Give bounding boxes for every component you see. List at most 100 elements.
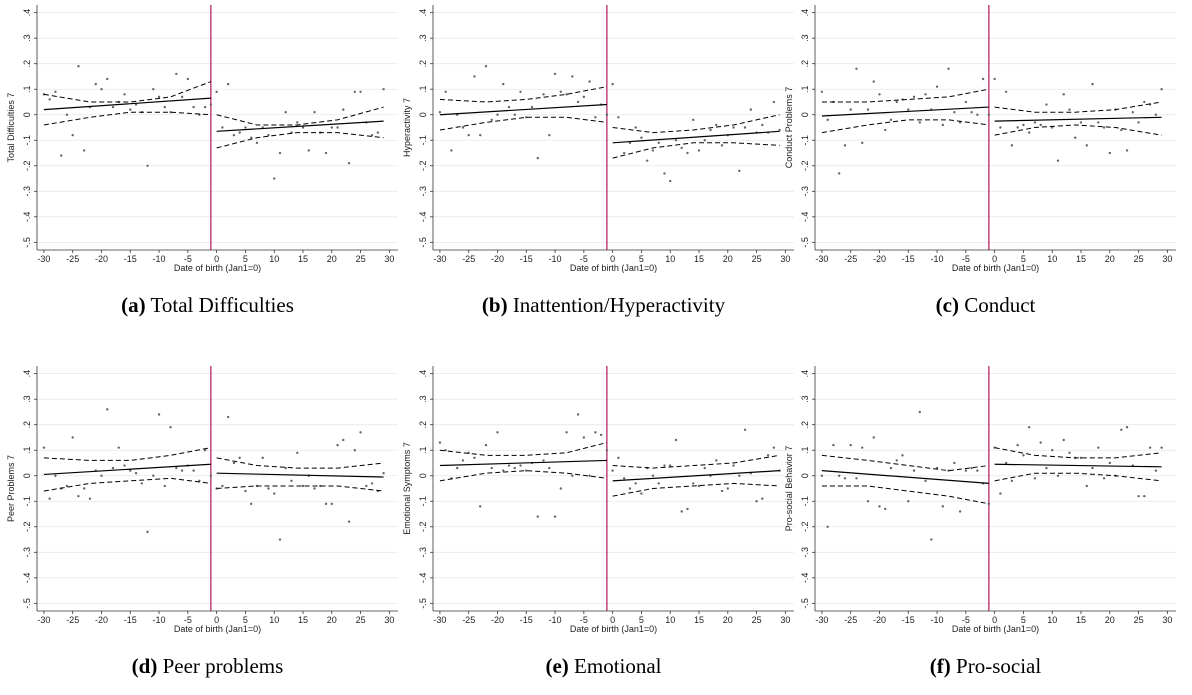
x-tick-label: -10 bbox=[549, 254, 562, 264]
data-point bbox=[930, 538, 933, 541]
data-point bbox=[1097, 446, 1100, 449]
data-point bbox=[738, 169, 741, 173]
y-tick-label: -.1 bbox=[800, 496, 810, 507]
y-axis-label: Peer Problems 7 bbox=[6, 455, 16, 522]
data-point bbox=[1125, 426, 1129, 429]
data-point bbox=[895, 459, 898, 462]
y-tick-label: .3 bbox=[800, 34, 810, 42]
y-tick-label: 0 bbox=[800, 473, 810, 478]
y-tick-label: -.5 bbox=[22, 237, 32, 248]
caption-label: (e) bbox=[545, 654, 568, 678]
data-point bbox=[1079, 121, 1083, 124]
data-point bbox=[163, 484, 167, 488]
data-point bbox=[83, 487, 86, 490]
x-tick-label: -10 bbox=[549, 615, 562, 625]
x-tick-label: -15 bbox=[902, 254, 915, 264]
panel: .4 .3 .2 .1 0 -.1 -.2 -.3 -.4 -.5 -30 -25 -20 -15 -10 -… bbox=[402, 5, 794, 317]
data-point bbox=[490, 466, 493, 470]
data-point bbox=[720, 144, 724, 147]
data-point bbox=[749, 108, 753, 111]
data-point bbox=[826, 118, 829, 122]
confidence-band bbox=[612, 454, 780, 469]
data-point bbox=[330, 126, 333, 129]
data-point bbox=[634, 482, 637, 485]
data-point bbox=[820, 474, 824, 477]
x-tick-label: 0 bbox=[214, 254, 219, 264]
x-tick-label: -15 bbox=[124, 254, 137, 264]
data-point bbox=[347, 520, 351, 523]
data-point bbox=[232, 461, 236, 465]
confidence-band bbox=[612, 482, 780, 497]
data-point bbox=[582, 95, 586, 99]
data-point bbox=[117, 446, 120, 449]
data-point bbox=[1033, 121, 1037, 124]
data-point bbox=[1022, 454, 1025, 457]
data-point bbox=[134, 471, 138, 475]
x-tick-label: 20 bbox=[327, 254, 337, 264]
data-point bbox=[1056, 474, 1060, 477]
y-tick-label: .3 bbox=[22, 395, 32, 403]
data-point bbox=[152, 88, 155, 91]
x-tick-label: 10 bbox=[1047, 254, 1057, 264]
data-point bbox=[525, 469, 528, 472]
y-tick-label: -.2 bbox=[418, 522, 428, 533]
x-axis-label: Date of birth (Jan1=0) bbox=[952, 263, 1039, 273]
data-point bbox=[502, 469, 505, 472]
data-point bbox=[628, 487, 632, 490]
x-tick-label: 15 bbox=[1076, 615, 1086, 625]
data-point bbox=[438, 441, 442, 444]
data-point bbox=[588, 80, 591, 83]
x-tick-label: 15 bbox=[694, 615, 704, 625]
data-point bbox=[1068, 108, 1071, 111]
data-point bbox=[849, 108, 852, 111]
x-tick-label: -25 bbox=[462, 615, 475, 625]
data-point bbox=[657, 141, 660, 145]
data-point bbox=[519, 464, 522, 467]
data-point bbox=[651, 474, 655, 477]
data-point bbox=[1016, 126, 1019, 129]
caption-text: Pro-social bbox=[956, 654, 1041, 678]
x-tick-label: 0 bbox=[610, 254, 615, 264]
caption-text: Inattention/Hyperactivity bbox=[513, 293, 726, 317]
y-tick-label: -.2 bbox=[800, 522, 810, 533]
caption-text: Conduct bbox=[964, 293, 1035, 317]
data-point bbox=[548, 133, 551, 137]
y-tick-label: .1 bbox=[22, 446, 32, 454]
data-point bbox=[674, 139, 678, 142]
data-point bbox=[907, 108, 910, 111]
data-point bbox=[872, 436, 875, 439]
x-axis-label: Date of birth (Jan1=0) bbox=[570, 624, 657, 634]
data-point bbox=[444, 90, 447, 93]
data-point bbox=[359, 431, 362, 434]
data-point bbox=[461, 459, 465, 462]
data-point bbox=[296, 121, 299, 124]
data-point bbox=[588, 474, 591, 477]
data-point bbox=[450, 149, 453, 152]
data-point bbox=[226, 415, 230, 419]
y-tick-label: .2 bbox=[22, 60, 32, 68]
data-point bbox=[548, 466, 551, 470]
y-tick-label: 0 bbox=[800, 112, 810, 117]
data-point bbox=[347, 162, 351, 165]
x-tick-label: -30 bbox=[433, 254, 446, 264]
data-point bbox=[461, 126, 465, 129]
data-point bbox=[1056, 159, 1060, 162]
data-point bbox=[1137, 494, 1140, 498]
y-tick-label: -.2 bbox=[418, 161, 428, 172]
data-point bbox=[987, 113, 991, 116]
data-point bbox=[59, 154, 63, 157]
x-tick-label: -10 bbox=[153, 254, 166, 264]
confidence-band bbox=[439, 116, 607, 131]
x-tick-label: -30 bbox=[815, 615, 828, 625]
data-point bbox=[353, 90, 357, 93]
data-point bbox=[359, 90, 362, 93]
x-tick-label: -5 bbox=[184, 615, 192, 625]
data-point bbox=[496, 431, 499, 434]
data-point bbox=[192, 105, 195, 109]
confidence-band bbox=[994, 124, 1162, 136]
x-tick-label: 5 bbox=[1021, 254, 1026, 264]
data-point bbox=[999, 492, 1002, 495]
caption: (d) Peer problems bbox=[132, 654, 284, 678]
data-point bbox=[353, 449, 357, 452]
confidence-band bbox=[612, 142, 780, 159]
